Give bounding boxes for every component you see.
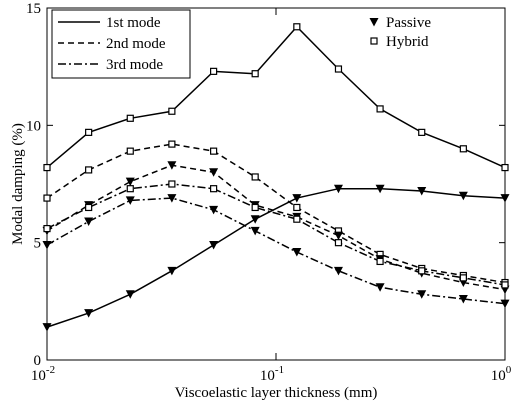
marker-square: [210, 185, 218, 193]
marker-square: [168, 140, 176, 148]
marker-triangle: [333, 184, 343, 194]
marker-triangle: [209, 168, 219, 177]
marker-triangle: [333, 266, 343, 276]
marker-triangle: [333, 231, 343, 241]
marker-triangle: [500, 194, 510, 203]
marker-triangle: [292, 248, 302, 257]
marker-triangle: [209, 241, 219, 250]
marker-triangle: [292, 194, 302, 203]
legend-label: Hybrid: [386, 34, 429, 50]
marker-square: [43, 163, 51, 172]
marker-square: [251, 173, 259, 181]
legend-label: 2nd mode: [106, 36, 166, 52]
marker-triangle: [458, 294, 468, 304]
legend-label: 3rd mode: [106, 57, 163, 73]
marker-square: [376, 257, 384, 266]
x-tick-base: 10: [31, 368, 46, 384]
marker-triangle: [84, 309, 94, 318]
marker-triangle: [84, 217, 94, 227]
marker-square: [459, 145, 467, 153]
marker-square: [334, 65, 343, 73]
marker-square: [85, 128, 93, 136]
marker-triangle: [500, 299, 510, 309]
marker-square: [126, 114, 134, 122]
marker-square: [459, 274, 467, 282]
marker-square: [210, 67, 218, 75]
x-tick-exponent: 0: [506, 364, 512, 376]
series-line: [46, 25, 506, 169]
marker-square: [210, 147, 218, 155]
marker-triangle: [375, 283, 385, 292]
marker-triangle: [125, 196, 135, 205]
marker-triangle: [250, 226, 260, 236]
y-tick-label: 10: [26, 118, 41, 134]
x-axis-label: Viscoelastic layer thickness (mm): [175, 385, 378, 401]
marker-triangle: [250, 215, 260, 224]
x-tick-base: 10: [491, 368, 506, 384]
marker-square: [293, 215, 301, 223]
series-line: [46, 164, 506, 291]
x-tick-exponent: -1: [275, 364, 284, 376]
y-tick-label: 5: [34, 236, 42, 252]
marker-square: [418, 267, 426, 275]
marker-triangle: [375, 184, 385, 194]
legend-label: Passive: [386, 15, 431, 31]
marker-square: [168, 107, 176, 115]
marker-square: [501, 163, 509, 172]
legend-label: 1st mode: [106, 15, 161, 31]
marker-square: [85, 166, 93, 174]
marker-triangle: [42, 241, 52, 250]
x-tick-label: 100: [491, 364, 512, 384]
series-line: [46, 183, 506, 286]
y-tick-label: 15: [26, 1, 41, 17]
marker-triangle: [369, 18, 379, 27]
marker-square: [370, 37, 378, 45]
marker-triangle: [125, 177, 135, 187]
x-tick-base: 10: [260, 368, 275, 384]
marker-square: [126, 185, 134, 193]
marker-square: [43, 224, 51, 233]
series-line: [46, 143, 506, 284]
marker-triangle: [209, 205, 219, 215]
y-tick-label: 0: [34, 353, 42, 369]
marker-triangle: [125, 290, 135, 299]
marker-square: [168, 180, 176, 188]
marker-square: [293, 23, 301, 31]
y-axis-label: Modal damping (%): [10, 123, 26, 245]
series-line: [46, 197, 506, 305]
marker-square: [85, 203, 93, 212]
x-tick-label: 10-2: [31, 364, 55, 384]
marker-triangle: [167, 266, 177, 276]
marker-triangle: [458, 191, 468, 201]
marker-square: [251, 70, 259, 78]
marker-square: [334, 239, 343, 247]
marker-square: [418, 128, 426, 136]
marker-square: [251, 203, 259, 212]
marker-triangle: [167, 161, 177, 170]
marker-triangle: [417, 187, 427, 196]
x-tick-exponent: -2: [46, 364, 55, 376]
marker-square: [43, 194, 51, 202]
marker-square: [126, 147, 134, 155]
x-tick-label: 10-1: [260, 364, 284, 384]
marker-square: [293, 203, 301, 212]
marker-triangle: [42, 323, 52, 332]
marker-square: [501, 281, 509, 289]
marker-triangle: [167, 194, 177, 203]
marker-square: [376, 105, 384, 113]
marker-triangle: [417, 290, 427, 299]
series-line: [46, 187, 506, 328]
